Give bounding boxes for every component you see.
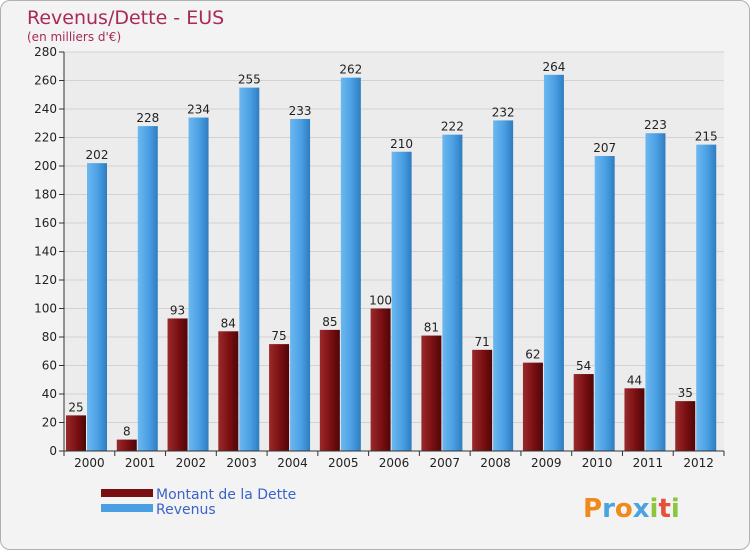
x-tick-label: 2007 (429, 456, 460, 470)
data-label: 8 (123, 425, 131, 439)
y-tick-label: 220 (34, 131, 57, 145)
data-label: 228 (136, 111, 159, 125)
debt-bar (370, 308, 391, 451)
data-label: 81 (424, 321, 439, 335)
x-tick-label: 2010 (582, 456, 613, 470)
data-label: 264 (542, 60, 565, 74)
logo-letter: t (658, 494, 670, 524)
logo-letter: i (671, 494, 680, 524)
y-tick-label: 260 (34, 74, 57, 88)
data-label: 202 (86, 148, 109, 162)
legend-label-debt: Montant de la Dette (156, 487, 296, 503)
x-tick-label: 2004 (277, 456, 308, 470)
legend-label-revenus: Revenus (156, 502, 216, 518)
data-label: 93 (170, 303, 185, 317)
debt-bar (421, 335, 442, 451)
y-tick-label: 200 (34, 159, 57, 173)
axes: 0 20 40 60 80 100 120 140 160 180 200 220 240 260 280 2… (34, 45, 725, 470)
x-tick-label: 2005 (328, 456, 359, 470)
debt-bar (472, 349, 493, 451)
chart-title: Revenus/Dette - EUS (27, 7, 224, 29)
revenus-bar (493, 120, 514, 452)
bars: 25 202 8 228 93 234 84 255 75 233 85 262 100 210 81 222… (66, 60, 718, 452)
y-tick-label: 140 (34, 245, 57, 259)
debt-bar (522, 362, 543, 451)
data-label: 85 (322, 315, 337, 329)
data-label: 232 (492, 105, 515, 119)
debt-bar (66, 415, 86, 451)
x-tick-label: 2012 (683, 456, 714, 470)
revenus-bar (87, 163, 107, 451)
revenus-bar (137, 126, 158, 451)
revenus-bar (645, 133, 666, 451)
legend-swatch-revenus (101, 504, 153, 512)
logo-letter: o (615, 494, 633, 524)
logo-letter: r (602, 494, 615, 524)
y-tick-label: 100 (34, 302, 57, 316)
data-label: 222 (441, 120, 464, 134)
debt-bar (573, 374, 594, 451)
x-tick-label: 2006 (379, 456, 410, 470)
x-tick-label: 2009 (531, 456, 562, 470)
debt-bar (218, 331, 239, 451)
data-label: 62 (525, 348, 540, 362)
data-label: 75 (271, 329, 286, 343)
x-tick-label: 2003 (226, 456, 257, 470)
data-label: 210 (390, 137, 413, 151)
revenus-bar (442, 134, 463, 451)
x-tick-label: 2001 (125, 456, 156, 470)
y-tick-label: 40 (42, 387, 57, 401)
data-label: 223 (644, 118, 667, 132)
y-tick-label: 280 (34, 45, 57, 59)
revenus-bar (290, 118, 311, 451)
x-tick-label: 2011 (633, 456, 664, 470)
data-label: 234 (187, 103, 210, 117)
logo-letter: P (583, 494, 602, 524)
data-label: 84 (221, 316, 236, 330)
debt-bar (624, 388, 645, 451)
revenus-bar (696, 144, 717, 451)
debt-bar (675, 401, 696, 451)
revenus-bar (340, 77, 361, 452)
revenus-bar (188, 117, 209, 452)
data-label: 215 (695, 130, 718, 144)
y-tick-label: 180 (34, 188, 57, 202)
y-tick-label: 60 (42, 359, 57, 373)
debt-bar (269, 344, 290, 451)
data-label: 44 (627, 373, 642, 387)
y-tick-label: 80 (42, 330, 57, 344)
x-tick-label: 2000 (74, 456, 105, 470)
y-tick-label: 0 (49, 444, 57, 458)
revenus-bar (239, 87, 260, 451)
revenus-bar (543, 74, 564, 452)
debt-bar (167, 318, 188, 451)
logo-letter: i (650, 494, 659, 524)
data-label: 71 (475, 335, 490, 349)
legend-swatch-debt (101, 489, 153, 497)
debt-bar (319, 329, 340, 451)
legend: Montant de la Dette Revenus (101, 487, 296, 518)
revenus-bar (391, 151, 412, 451)
data-label: 35 (678, 386, 693, 400)
data-label: 262 (339, 63, 362, 77)
data-label: 233 (289, 104, 312, 118)
data-label: 207 (593, 141, 616, 155)
proxiti-logo: Proxiti (583, 494, 680, 524)
chart-subtitle: (en milliers d'€) (27, 30, 121, 44)
data-label: 25 (68, 400, 83, 414)
y-tick-label: 20 (42, 416, 57, 430)
debt-bar (116, 439, 137, 451)
x-tick-label: 2002 (176, 456, 207, 470)
logo-letter: x (633, 494, 650, 524)
y-tick-label: 240 (34, 102, 57, 116)
y-tick-label: 120 (34, 273, 57, 287)
revenus-bar (594, 156, 615, 451)
x-tick-label: 2008 (480, 456, 511, 470)
data-label: 100 (369, 294, 392, 308)
y-tick-label: 160 (34, 216, 57, 230)
data-label: 255 (238, 73, 261, 87)
data-label: 54 (576, 359, 591, 373)
